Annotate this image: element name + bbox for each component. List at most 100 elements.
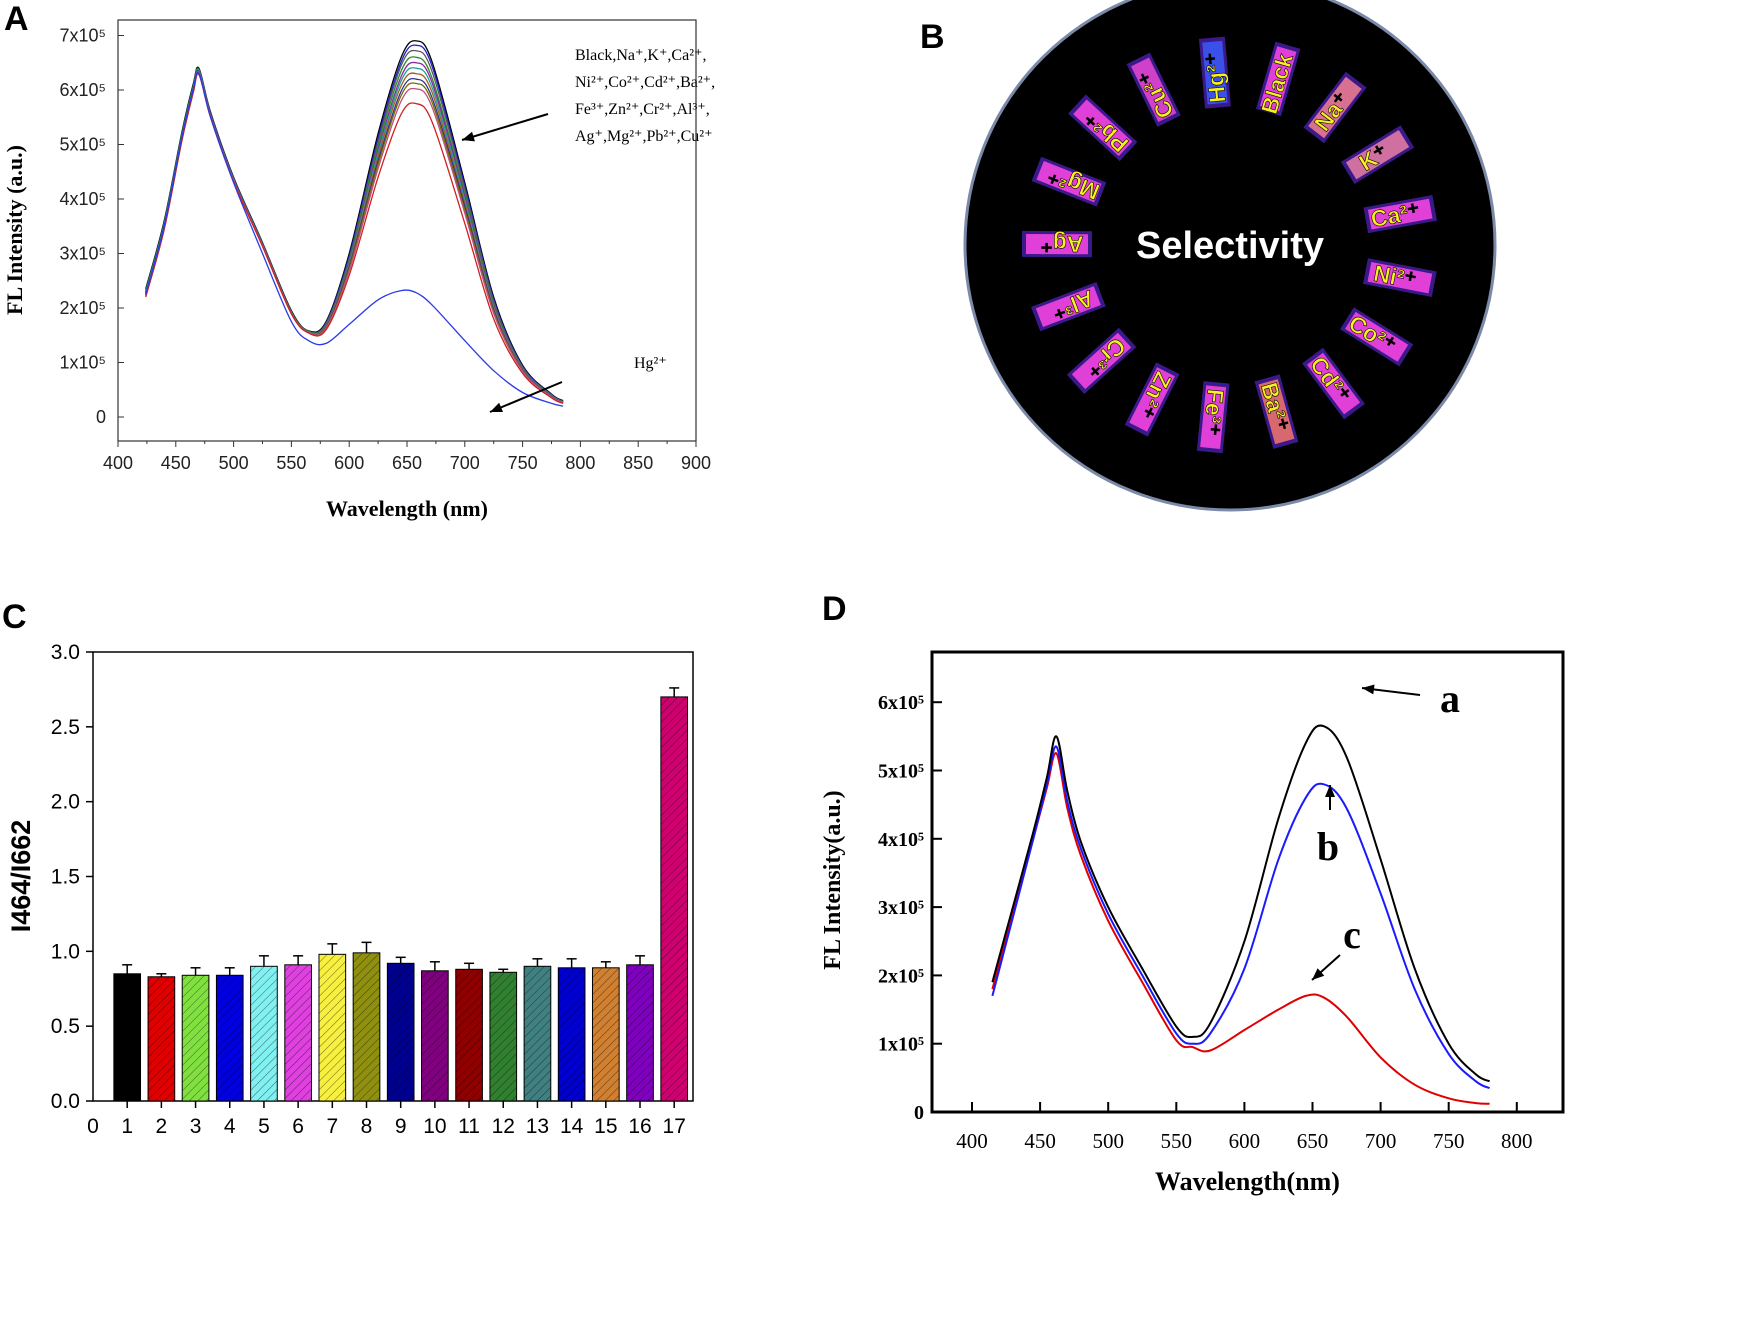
- tube-label: Fe³⁺: [1198, 388, 1228, 437]
- tube-6: [1345, 311, 1409, 362]
- x-tick-label: 7: [326, 1115, 338, 1138]
- tube-8: [1258, 379, 1295, 445]
- x-tick-label: 2: [156, 1115, 168, 1138]
- plot-frame: [930, 650, 1565, 1114]
- bar-hatch-7: [318, 954, 346, 1101]
- x-tick-label: 6: [292, 1115, 304, 1138]
- tube-1: [1259, 46, 1297, 112]
- x-tick-label: 850: [623, 453, 653, 473]
- y-tick-label: 1x10⁵: [878, 1034, 924, 1056]
- annotation-arrow-hg-shaft: [489, 381, 563, 413]
- bar-hatch-3: [182, 975, 209, 1101]
- bar-hatch-17: [660, 696, 688, 1101]
- bar-hatch-10: [421, 970, 449, 1101]
- bar-hatch-16: [626, 964, 654, 1101]
- bar-hatch-13: [524, 966, 551, 1101]
- x-axis-title: Wavelength(nm): [1155, 1167, 1340, 1196]
- tube-group: Fe³⁺: [1196, 381, 1230, 454]
- y-tick-label: 4x10⁵: [60, 189, 107, 209]
- y-tick-label: 1.5: [51, 866, 80, 889]
- y-tick-label: 1.0: [51, 940, 80, 963]
- x-tick-label: 700: [1365, 1129, 1397, 1153]
- x-tick-label: 650: [1297, 1129, 1329, 1153]
- tube-14: [1036, 161, 1102, 203]
- tube-15: [1073, 99, 1133, 157]
- x-tick-label: 750: [1433, 1129, 1465, 1153]
- chart-d: 400 450 500 550 600 650 700 750 800 0 1x10⁵ 2x10⁵ 3x…: [820, 650, 1565, 1196]
- y-axis-title: FL Intensity(a.u.): [820, 790, 846, 969]
- legend-annotation-line: Black,Na⁺,K⁺,Ca²⁺,: [575, 47, 706, 64]
- annotation-arrow-group-shaft: [461, 113, 549, 141]
- tube-label: Hg²⁺: [1200, 51, 1230, 104]
- panel-letter-c: C: [2, 598, 27, 636]
- x-tick-label: 650: [392, 453, 422, 473]
- y-tick-label: 0.0: [51, 1090, 80, 1113]
- annotation-hg: Hg²⁺: [634, 355, 667, 372]
- tube-label: Ag⁺: [1041, 231, 1084, 257]
- tube-2: [1308, 76, 1362, 139]
- x-tick-label: 600: [334, 453, 364, 473]
- tube-group: Ag⁺: [1021, 231, 1093, 258]
- x-tick-label: 400: [103, 453, 133, 473]
- center-label: Selectivity: [1136, 225, 1324, 267]
- tube-7: [1306, 352, 1361, 415]
- tube-4: [1367, 198, 1433, 230]
- y-tick-label: 2x10⁵: [878, 965, 924, 987]
- series-line-b: [991, 745, 1491, 1090]
- bar-hatch-12: [489, 972, 517, 1101]
- x-tick-label: 800: [565, 453, 595, 473]
- y-tick-label: 3x10⁵: [878, 897, 924, 919]
- x-tick-label: 500: [219, 453, 249, 473]
- y-tick-label: 0: [96, 407, 106, 427]
- x-tick-label: 550: [276, 453, 306, 473]
- x-tick-label: 17: [663, 1115, 686, 1138]
- annotation-arrow-c-head: [1312, 968, 1325, 980]
- x-tick-label: 10: [423, 1115, 446, 1138]
- tube-0: [1202, 40, 1228, 105]
- bar-hatch-5: [250, 966, 278, 1101]
- tube-group: Pb²⁺: [1068, 94, 1138, 162]
- x-tick-label: 15: [594, 1115, 617, 1138]
- x-tick-label: 8: [361, 1115, 373, 1138]
- chart-a: 400 450 500 550 600 650 700 750 800 850 900 0 1x10⁵ 2…: [2, 19, 715, 521]
- bar-hatch-6: [284, 964, 312, 1101]
- x-tick-label: 400: [956, 1129, 988, 1153]
- y-tick-label: 6x10⁵: [60, 80, 107, 100]
- annotation-arrow-hg-head: [490, 402, 503, 412]
- y-tick-label: 7x10⁵: [60, 26, 107, 46]
- series-label-b: b: [1317, 824, 1339, 869]
- bar-hatch-1: [113, 973, 141, 1101]
- x-tick-label: 600: [1229, 1129, 1261, 1153]
- y-tick-label: 3.0: [51, 641, 80, 664]
- panel-letter-a: A: [4, 0, 29, 38]
- tube-11: [1071, 332, 1132, 390]
- tube-10: [1129, 367, 1175, 432]
- x-tick-label: 13: [526, 1115, 549, 1138]
- y-tick-label: 2.0: [51, 791, 80, 814]
- bar-hatch-11: [455, 969, 483, 1101]
- bar-hatch-15: [592, 967, 620, 1101]
- x-tick-label: 3: [190, 1115, 202, 1138]
- annotation-arrow-group-head: [462, 131, 475, 142]
- series-line-c: [991, 752, 1490, 1105]
- x-tick-label: 500: [1092, 1129, 1124, 1153]
- x-tick-label: 900: [681, 453, 711, 473]
- annotation-arrow-b-head: [1325, 785, 1335, 797]
- x-tick-label: 450: [161, 453, 191, 473]
- x-tick-label: 550: [1161, 1129, 1193, 1153]
- series-line-Black: [145, 40, 564, 402]
- x-tick-label: 0: [87, 1115, 99, 1138]
- y-axis-title: FL Intensity (a.u.): [2, 145, 27, 315]
- bar-hatch-2: [148, 976, 175, 1101]
- y-tick-label: 1x10⁵: [60, 353, 107, 373]
- x-tick-label: 700: [450, 453, 480, 473]
- tube-13: [1025, 233, 1089, 255]
- y-tick-label: 2.5: [51, 716, 80, 739]
- annotation-arrow-a-head: [1362, 684, 1375, 695]
- series-line-a: [991, 724, 1491, 1083]
- series-line-Na⁺: [145, 44, 564, 402]
- y-axis-title: I464/I662: [6, 820, 36, 933]
- x-tick-label: 1: [121, 1115, 133, 1138]
